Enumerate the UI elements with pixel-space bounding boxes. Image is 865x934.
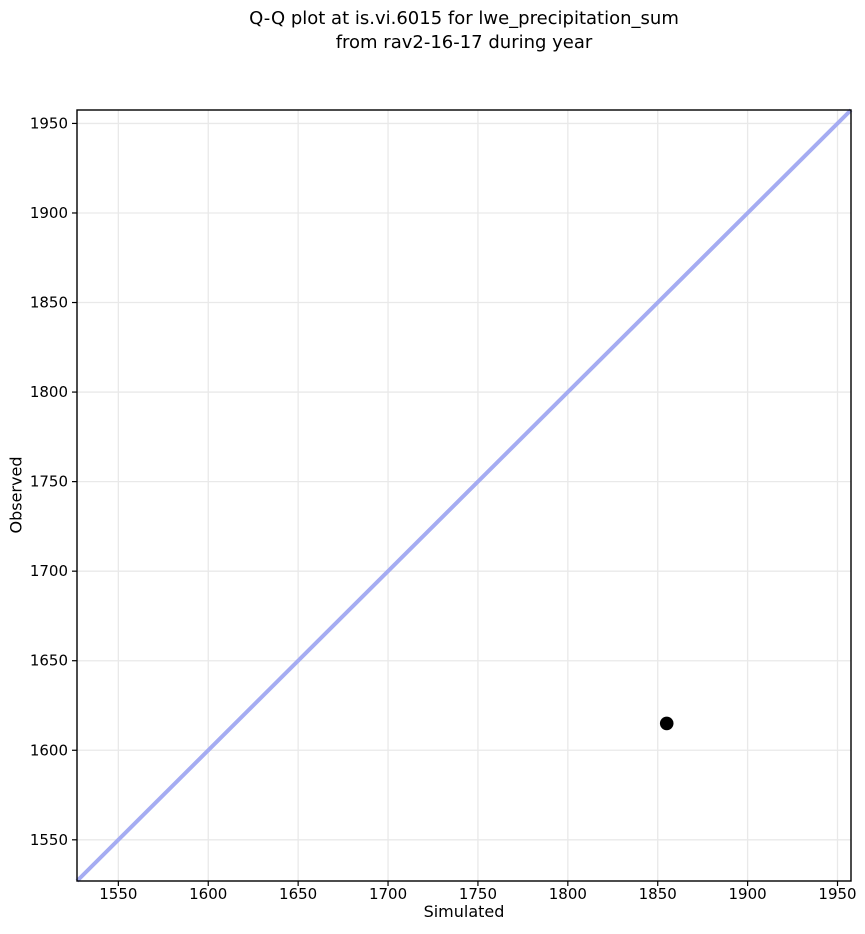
y-tick-label: 1750 <box>30 473 68 491</box>
axes-spines <box>76 109 852 882</box>
y-tick-label: 1600 <box>30 741 68 759</box>
chart-title-line1: Q-Q plot at is.vi.6015 for lwe_precipita… <box>249 8 679 29</box>
y-tick-label: 1850 <box>30 294 68 312</box>
x-tick-label: 1750 <box>459 885 497 903</box>
y-axis-label: Observed <box>6 456 26 534</box>
y-tick-label: 1800 <box>30 383 68 401</box>
y-tick-label: 1700 <box>30 562 68 580</box>
y-tick-label: 1950 <box>30 114 68 132</box>
y-tick-label: 1900 <box>30 204 68 222</box>
identity-line <box>75 108 853 883</box>
x-tick-label: 1800 <box>549 885 587 903</box>
x-tick-label: 1900 <box>729 885 767 903</box>
y-tick-label: 1650 <box>30 652 68 670</box>
x-axis-label: Simulated <box>423 902 505 921</box>
data-point <box>659 716 674 731</box>
x-tick-label: 1950 <box>818 885 856 903</box>
chart-title: Q-Q plot at is.vi.6015 for lwe_precipita… <box>77 7 851 55</box>
x-tick-label: 1650 <box>279 885 317 903</box>
x-tick-label: 1550 <box>99 885 137 903</box>
x-tick-label: 1600 <box>189 885 227 903</box>
chart-title-line2: from rav2-16-17 during year <box>335 32 593 53</box>
x-tick-label: 1700 <box>369 885 407 903</box>
x-tick-label: 1850 <box>639 885 677 903</box>
y-tick-label: 1550 <box>30 831 68 849</box>
